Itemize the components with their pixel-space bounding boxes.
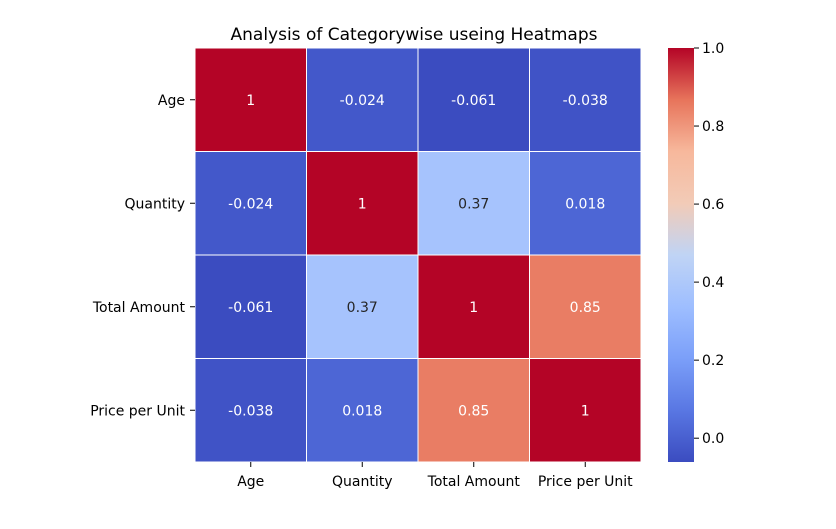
x-tick-label: Quantity: [332, 474, 393, 490]
chart-title: Analysis of Categorywise useing Heatmaps: [231, 25, 598, 45]
cell-annotation: -0.024: [340, 93, 385, 109]
cell-annotation: 1: [246, 93, 255, 109]
heatmap-cell: [306, 358, 419, 463]
heatmap-cell: [529, 47, 642, 152]
cell-annotation: -0.038: [228, 403, 273, 419]
heatmap-cell: [306, 47, 419, 152]
cell-annotation: -0.024: [228, 196, 273, 212]
colorbar-tick-label: 0.6: [702, 197, 724, 213]
y-tick-label: Total Amount: [92, 300, 186, 316]
cell-annotation: 0.37: [458, 196, 489, 212]
cell-annotation: 0.85: [458, 403, 489, 419]
heatmap-cell: [194, 47, 307, 152]
cell-annotation: 1: [469, 300, 478, 316]
cell-annotation: 1: [581, 403, 590, 419]
heatmap-cell: [194, 151, 307, 256]
heatmap-cell: [529, 254, 642, 359]
cell-annotation: -0.061: [451, 93, 496, 109]
heatmap-cell: [417, 358, 530, 463]
cell-annotation: -0.038: [563, 93, 608, 109]
heatmap-cell: [529, 151, 642, 256]
heatmap-cell: [417, 47, 530, 152]
y-tick-label: Price per Unit: [90, 403, 185, 419]
cell-annotation: -0.061: [228, 300, 273, 316]
colorbar-gradient: [668, 48, 694, 462]
x-axis: Age Quantity Total Amount Price per Unit: [237, 462, 633, 490]
x-tick-label: Total Amount: [427, 474, 521, 490]
colorbar-tick-label: 0.4: [702, 275, 724, 291]
colorbar-tick-label: 0.0: [702, 431, 724, 447]
cell-annotation: 1: [358, 196, 367, 212]
colorbar: 0.0 0.2 0.4 0.6 0.8 1.0: [668, 41, 724, 462]
heatmap-cell: [306, 151, 419, 256]
cell-annotations: 1 -0.024 -0.061 -0.038 -0.024 1 0.37 0.018 -0.06…: [228, 93, 608, 420]
cell-annotation: 0.85: [570, 300, 601, 316]
heatmap-cell: [194, 358, 307, 463]
heatmap-cell: [529, 358, 642, 463]
y-axis: Age Quantity Total Amount Price per Unit: [90, 93, 195, 419]
colorbar-tick-label: 1.0: [702, 41, 724, 57]
cell-annotation: 0.37: [347, 300, 378, 316]
y-tick-label: Quantity: [125, 196, 186, 212]
y-tick-label: Age: [158, 93, 185, 109]
heatmap-cells: [194, 47, 642, 463]
x-tick-label: Age: [237, 474, 264, 490]
cell-annotation: 0.018: [565, 196, 605, 212]
colorbar-tick-label: 0.2: [702, 353, 724, 369]
heatmap-cell: [306, 254, 419, 359]
cell-annotation: 0.018: [342, 403, 382, 419]
x-tick-label: Price per Unit: [538, 474, 633, 490]
colorbar-tick-label: 0.8: [702, 119, 724, 135]
